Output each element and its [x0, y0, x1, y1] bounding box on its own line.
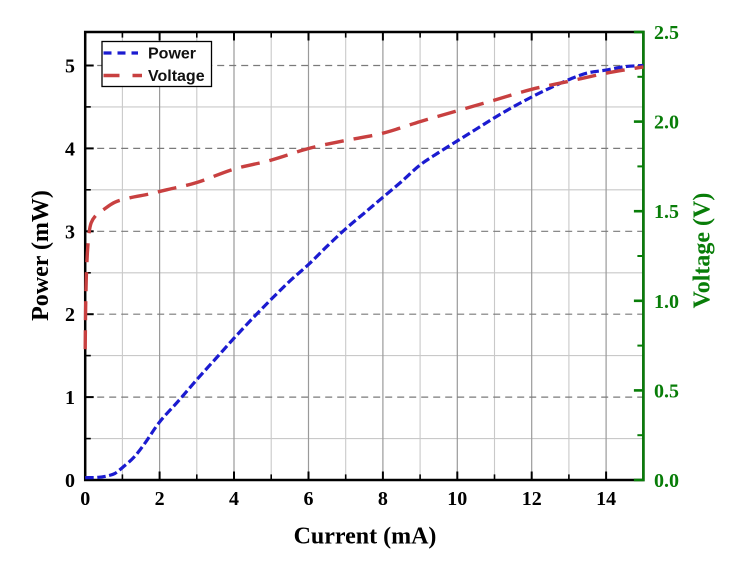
svg-text:10: 10: [447, 488, 467, 510]
svg-text:1.5: 1.5: [654, 201, 679, 223]
svg-text:0.5: 0.5: [654, 380, 679, 402]
svg-text:1: 1: [65, 387, 75, 409]
svg-text:1.0: 1.0: [654, 291, 679, 313]
svg-text:0.0: 0.0: [654, 470, 679, 492]
svg-text:Voltage (V): Voltage (V): [690, 193, 716, 309]
svg-text:8: 8: [378, 488, 388, 510]
svg-text:6: 6: [304, 488, 314, 510]
svg-text:Voltage: Voltage: [148, 68, 205, 85]
svg-text:Power (mW): Power (mW): [28, 190, 54, 321]
svg-text:14: 14: [596, 488, 616, 510]
svg-text:2: 2: [155, 488, 165, 510]
svg-text:0: 0: [80, 488, 90, 510]
svg-text:3: 3: [65, 221, 75, 243]
svg-text:12: 12: [522, 488, 542, 510]
svg-text:2.5: 2.5: [654, 22, 679, 44]
svg-text:4: 4: [229, 488, 239, 510]
svg-text:Power: Power: [148, 46, 196, 63]
svg-text:5: 5: [65, 56, 75, 78]
svg-text:0: 0: [65, 470, 75, 492]
svg-text:Current (mA): Current (mA): [294, 524, 437, 550]
svg-text:2: 2: [65, 304, 75, 326]
svg-text:2.0: 2.0: [654, 112, 679, 134]
svg-text:4: 4: [65, 138, 75, 160]
